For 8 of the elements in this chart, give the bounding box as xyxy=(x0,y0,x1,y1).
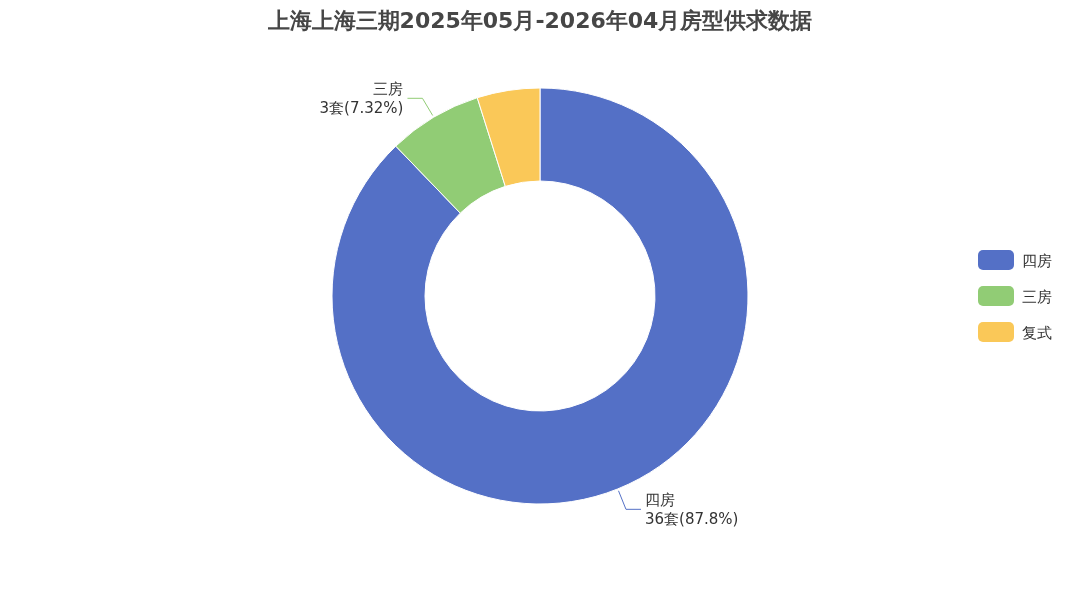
legend-label: 三房 xyxy=(1022,288,1052,306)
chart-title: 上海上海三期2025年05月-2026年04月房型供求数据 xyxy=(266,8,813,33)
data-label: 36套(87.8%) xyxy=(644,510,739,529)
legend-label: 四房 xyxy=(1022,252,1052,270)
data-label: 3套(7.32%) xyxy=(319,99,404,118)
slice-label: 四房 xyxy=(644,491,675,510)
slice-label: 三房 xyxy=(373,80,404,99)
legend-label: 复式 xyxy=(1022,324,1052,342)
